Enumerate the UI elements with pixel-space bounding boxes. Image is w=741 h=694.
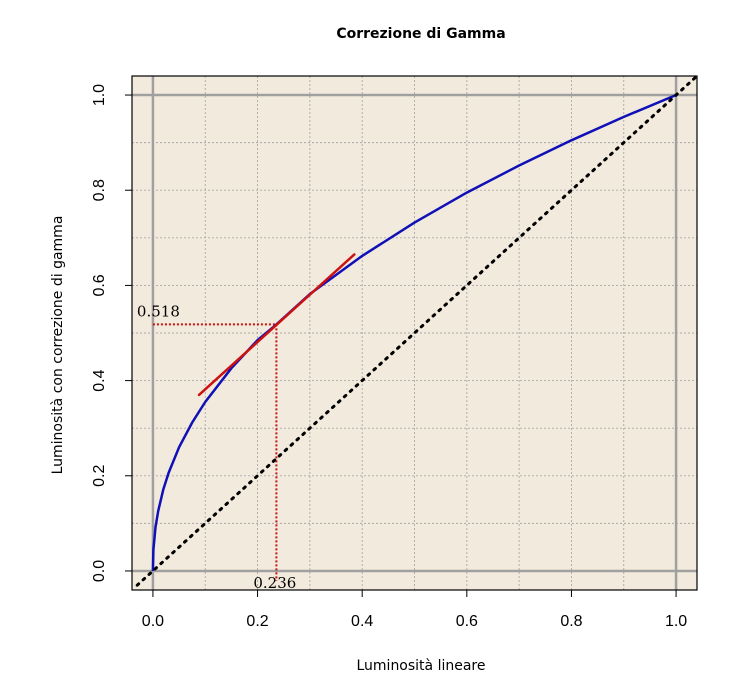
x-tick-label: 1.0 <box>665 613 687 630</box>
annotation-y-value: 0.518 <box>137 302 180 320</box>
reference-lines <box>132 76 697 590</box>
x-tick-label: 0.8 <box>560 613 582 630</box>
y-tick-label: 0.2 <box>91 465 108 487</box>
x-tick-label: 0.2 <box>246 613 268 630</box>
y-tick-label: 0.4 <box>91 369 108 391</box>
series <box>135 74 699 587</box>
x-tick-label: 0.6 <box>456 613 478 630</box>
tangent-line <box>197 253 356 397</box>
annotation-guides <box>152 323 278 581</box>
x-tick-label: 0.0 <box>142 613 164 630</box>
y-tick-label: 0.0 <box>91 560 108 582</box>
y-tick-label: 0.6 <box>91 274 108 296</box>
identity-diagonal-line <box>135 74 699 587</box>
y-axis-label: Luminosità con correzione di gamma <box>50 216 66 475</box>
axes: 0.0 0.2 0.4 0.6 0.8 1.0 0.0 0.2 0.4 0.6 0.8 1.0 <box>91 84 687 630</box>
y-tick-label: 1.0 <box>91 84 108 106</box>
x-axis-label: Luminosità lineare <box>356 658 485 674</box>
annotation-x-value: 0.236 <box>253 574 296 592</box>
annotation-labels: 0.518 0.236 <box>137 302 296 592</box>
chart-title: Correzione di Gamma <box>336 26 505 42</box>
x-tick-label: 0.4 <box>351 613 373 630</box>
y-tick-label: 0.8 <box>91 179 108 201</box>
plot-frame <box>131 75 698 591</box>
